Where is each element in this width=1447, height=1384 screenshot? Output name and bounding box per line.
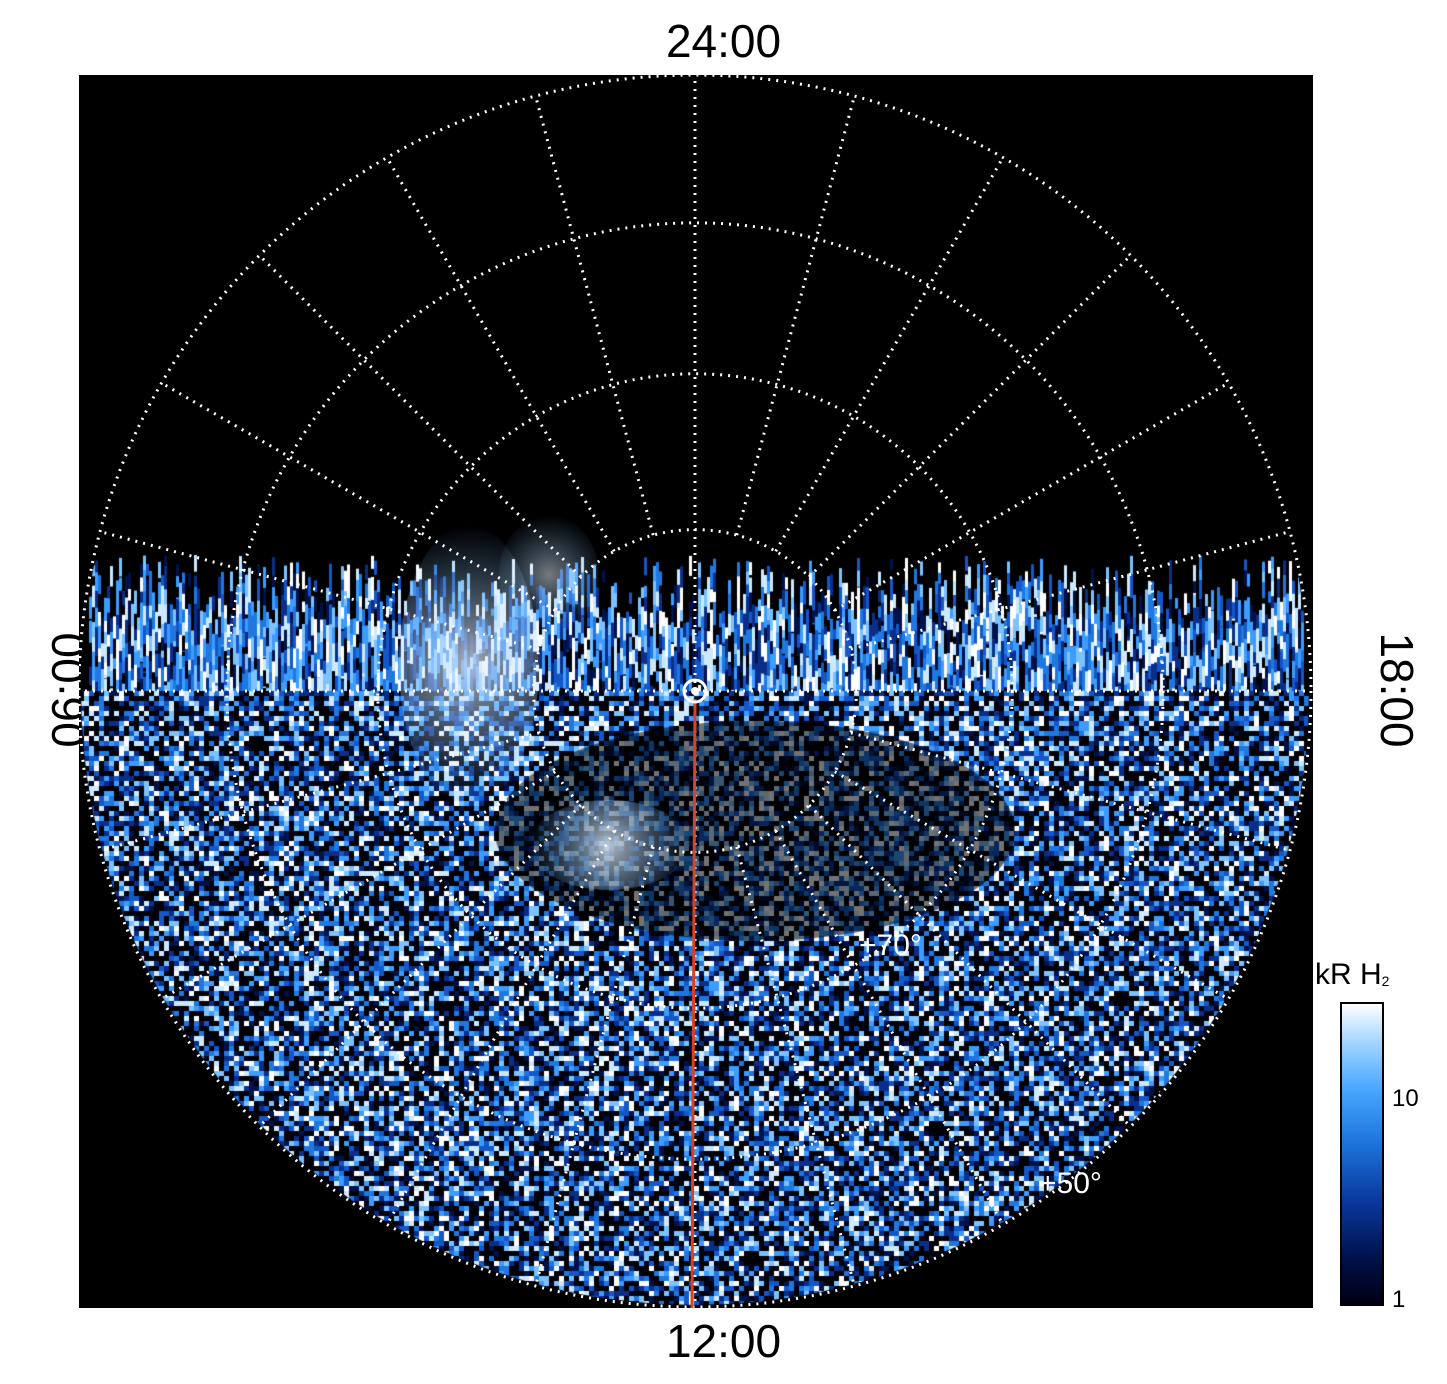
local-time-meridian: [258, 804, 582, 1128]
polar-auroral-map: +70° +50°: [79, 75, 1313, 1308]
latitude-label-50: +50°: [1039, 1167, 1102, 1200]
latitude-label-70: +70°: [859, 929, 922, 962]
latitude-circle: [225, 221, 1165, 1161]
local-time-meridian: [160, 770, 556, 1001]
colorbar-title: kR H2: [1315, 958, 1390, 991]
local-time-meridian: [735, 95, 856, 536]
label-dusk: 18:00: [1371, 632, 1423, 748]
latitude-circle: [79, 75, 1313, 1308]
pole-marker-center: [691, 687, 699, 695]
label-midnight: 24:00: [665, 15, 782, 67]
label-noon: 12:00: [665, 1315, 782, 1367]
local-time-meridian: [99, 731, 540, 852]
local-time-meridian: [258, 254, 582, 578]
local-time-meridian: [850, 731, 1291, 852]
local-time-meridian: [808, 254, 1132, 578]
local-time-meridian: [99, 530, 540, 651]
local-time-meridian: [850, 530, 1291, 651]
local-time-meridian: [385, 830, 616, 1226]
latitude-circle: [376, 372, 1014, 1010]
local-time-meridian: [808, 804, 1132, 1128]
local-time-meridian: [385, 156, 616, 552]
local-time-meridian: [534, 846, 655, 1287]
local-time-meridian: [735, 846, 856, 1287]
pole-marker: [682, 678, 708, 704]
local-time-meridians: [79, 75, 1311, 1307]
local-time-meridian: [774, 830, 1005, 1226]
polar-grid: +70° +50°: [79, 75, 1313, 1308]
noon-meridian-line: [690, 698, 697, 1308]
local-time-meridian: [160, 381, 556, 612]
local-time-meridian: [834, 770, 1230, 1001]
local-time-meridian: [834, 381, 1230, 612]
colorbar-tick-10: 10: [1392, 1085, 1419, 1112]
local-time-meridian: [534, 95, 655, 536]
colorbar-tick-1: 1: [1392, 1286, 1406, 1313]
local-time-meridian: [774, 156, 1005, 552]
colorbar: [1340, 1002, 1384, 1306]
